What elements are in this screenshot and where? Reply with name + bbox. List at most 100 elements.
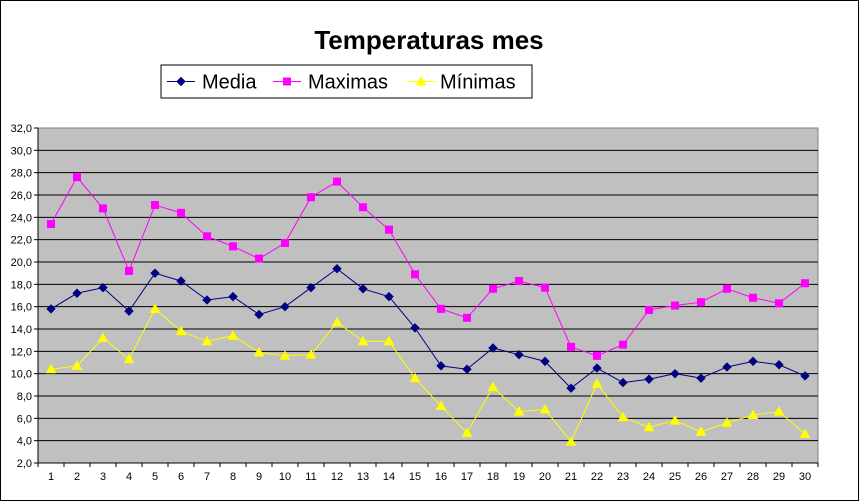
data-point-maximas [463, 313, 471, 322]
data-point-minimas [45, 363, 57, 374]
data-point-minimas [617, 411, 629, 422]
data-point-maximas [125, 266, 133, 275]
x-tick-label: 19 [513, 471, 525, 483]
x-tick-label: 1 [48, 471, 54, 483]
data-point-minimas [409, 372, 421, 383]
data-point-media [384, 291, 394, 302]
data-point-maximas [73, 173, 81, 182]
legend-marker-media [176, 76, 186, 87]
data-point-media [72, 288, 82, 298]
x-tick-label: 10 [279, 471, 291, 483]
data-point-minimas [461, 427, 473, 437]
data-point-minimas [643, 421, 655, 432]
data-point-minimas [695, 426, 707, 436]
data-point-media [332, 263, 342, 274]
data-point-minimas [487, 381, 499, 392]
y-tick-label: 2,0 [17, 458, 32, 470]
data-point-media [228, 291, 238, 302]
data-point-media [124, 306, 134, 316]
data-point-maximas [723, 284, 731, 293]
data-point-maximas [151, 201, 159, 210]
series-maximas [47, 173, 809, 360]
y-tick-label: 28,0 [11, 168, 32, 180]
x-tick-label: 17 [461, 471, 473, 483]
y-tick-label: 12,0 [11, 346, 32, 358]
data-point-maximas [671, 301, 679, 310]
data-point-maximas [515, 276, 523, 285]
data-point-maximas [645, 306, 653, 315]
data-point-maximas [281, 239, 289, 248]
x-tick-label: 21 [565, 471, 577, 483]
data-point-media [618, 377, 628, 388]
legend-box [160, 64, 533, 99]
data-point-minimas [747, 409, 759, 419]
data-point-media [566, 383, 576, 393]
data-point-maximas [567, 342, 575, 351]
data-point-minimas [591, 378, 603, 388]
data-point-media [280, 301, 290, 312]
x-tick-label: 4 [126, 471, 132, 483]
data-point-media [202, 295, 212, 305]
data-point-media [150, 268, 160, 278]
data-point-maximas [203, 232, 211, 241]
x-tick-label: 12 [331, 471, 343, 483]
x-tick-label: 8 [230, 471, 236, 483]
data-point-minimas [669, 415, 681, 425]
series-media [46, 263, 810, 393]
series-line-media [50, 268, 806, 389]
series-minimas [45, 303, 811, 446]
data-point-media [254, 309, 264, 320]
data-point-maximas [229, 242, 237, 251]
data-point-media [774, 360, 784, 370]
y-tick-label: 20,0 [11, 257, 32, 269]
x-tick-label: 2 [74, 471, 80, 483]
data-point-media [514, 349, 524, 360]
data-point-minimas [539, 403, 551, 414]
data-point-maximas [47, 220, 55, 229]
x-tick-label: 9 [256, 471, 262, 483]
x-tick-label: 25 [669, 471, 681, 483]
x-tick-label: 15 [409, 471, 421, 483]
data-point-media [592, 363, 602, 373]
data-point-minimas [279, 350, 291, 360]
plot-background [37, 127, 819, 464]
x-tick-label: 14 [383, 471, 395, 483]
data-point-minimas [97, 332, 109, 342]
data-point-maximas [255, 254, 263, 263]
y-tick-label: 14,0 [11, 324, 32, 336]
x-tick-label: 13 [357, 471, 369, 483]
data-point-maximas [99, 204, 107, 213]
x-tick-label: 28 [747, 471, 759, 483]
data-point-maximas [177, 208, 185, 217]
y-tick-label: 6,0 [17, 413, 32, 425]
x-tick-label: 27 [721, 471, 733, 483]
data-point-minimas [331, 316, 343, 327]
series-line-maximas [50, 176, 806, 357]
data-point-minimas [201, 335, 213, 346]
data-point-maximas [489, 284, 497, 293]
x-tick-label: 30 [799, 471, 811, 483]
legend-label-minimas: Mínimas [440, 72, 516, 94]
data-point-maximas [619, 340, 627, 349]
y-tick-label: 4,0 [17, 436, 32, 448]
data-point-minimas [721, 417, 733, 427]
data-point-minimas [305, 349, 317, 359]
data-point-maximas [437, 304, 445, 313]
x-tick-label: 7 [204, 471, 210, 483]
x-tick-label: 26 [695, 471, 707, 483]
y-tick-label: 24,0 [11, 212, 32, 224]
data-point-minimas [799, 428, 811, 438]
data-point-minimas [149, 303, 161, 313]
y-tick-label: 8,0 [17, 391, 32, 403]
x-tick-label: 6 [178, 471, 184, 483]
data-point-minimas [175, 325, 187, 336]
data-point-media [176, 276, 186, 286]
data-point-media [488, 343, 498, 353]
data-point-maximas [385, 225, 393, 234]
data-point-minimas [227, 330, 239, 340]
x-tick-label: 29 [773, 471, 785, 483]
legend-label-maximas: Maximas [308, 72, 388, 94]
series-line-minimas [50, 308, 806, 443]
y-tick-label: 32,0 [11, 123, 32, 135]
